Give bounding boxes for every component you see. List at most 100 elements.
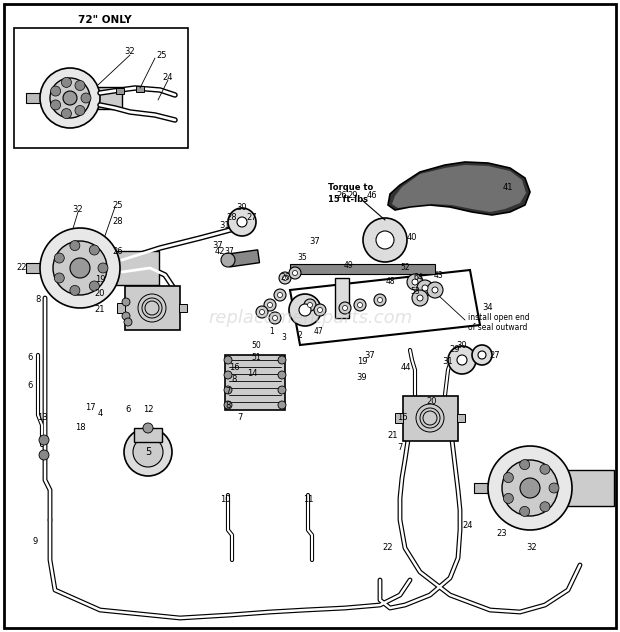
Text: 31: 31: [219, 221, 230, 229]
Circle shape: [224, 386, 232, 394]
Circle shape: [61, 109, 71, 119]
Circle shape: [520, 506, 529, 516]
Text: 2: 2: [298, 331, 303, 339]
Circle shape: [417, 295, 423, 301]
Circle shape: [278, 356, 286, 364]
Circle shape: [289, 294, 321, 326]
Text: 12: 12: [143, 406, 153, 415]
Text: 6: 6: [125, 406, 131, 415]
Text: 30: 30: [457, 341, 467, 351]
Circle shape: [50, 78, 90, 118]
Text: 22: 22: [17, 264, 27, 272]
Text: 29: 29: [348, 191, 358, 200]
Text: 26: 26: [280, 274, 290, 283]
Text: 49: 49: [344, 260, 354, 269]
Circle shape: [279, 272, 291, 284]
Text: 32: 32: [526, 542, 538, 552]
Circle shape: [407, 274, 423, 290]
Text: 19: 19: [95, 276, 105, 284]
Circle shape: [122, 298, 130, 306]
Bar: [117, 303, 125, 313]
Text: 7: 7: [225, 387, 231, 396]
Circle shape: [427, 282, 443, 298]
Text: 3: 3: [281, 334, 286, 343]
Circle shape: [75, 80, 85, 90]
Circle shape: [299, 304, 311, 316]
Circle shape: [304, 299, 316, 311]
Bar: [290, 264, 435, 274]
Circle shape: [143, 423, 153, 433]
Bar: [134, 428, 162, 442]
Text: 18: 18: [74, 423, 86, 432]
Text: 7: 7: [397, 444, 402, 453]
Circle shape: [278, 386, 286, 394]
Circle shape: [40, 228, 120, 308]
Text: 25: 25: [157, 51, 167, 59]
Text: 20: 20: [95, 289, 105, 298]
Text: 44: 44: [401, 363, 411, 372]
Bar: [395, 413, 403, 423]
Circle shape: [278, 371, 286, 379]
Text: 32: 32: [125, 47, 135, 56]
Text: of seal outward: of seal outward: [468, 324, 528, 332]
Circle shape: [133, 437, 163, 467]
Text: 37: 37: [224, 248, 234, 257]
Bar: [94, 87, 122, 109]
Text: 16: 16: [229, 363, 239, 372]
Circle shape: [488, 446, 572, 530]
Circle shape: [237, 217, 247, 227]
Text: 5: 5: [145, 447, 151, 457]
Text: 46: 46: [366, 191, 378, 200]
Circle shape: [274, 289, 286, 301]
Circle shape: [339, 302, 351, 314]
Text: 37: 37: [213, 241, 223, 250]
Circle shape: [314, 304, 326, 316]
Circle shape: [432, 287, 438, 293]
Text: 13: 13: [37, 413, 47, 423]
Circle shape: [478, 351, 486, 359]
Text: 21: 21: [95, 305, 105, 315]
Circle shape: [289, 267, 301, 279]
Circle shape: [51, 86, 61, 96]
Text: 10: 10: [219, 495, 230, 504]
Text: 7: 7: [237, 413, 242, 422]
Circle shape: [273, 315, 278, 320]
Bar: [225, 355, 285, 410]
Circle shape: [55, 253, 64, 263]
Bar: [14, 28, 188, 148]
Circle shape: [422, 285, 428, 291]
Text: 50: 50: [251, 341, 261, 349]
Text: replacementparts.com: replacementparts.com: [208, 309, 412, 327]
Bar: [26, 93, 40, 103]
Bar: [125, 286, 180, 330]
Text: 14: 14: [247, 370, 257, 379]
Text: 19: 19: [356, 358, 367, 367]
Text: 53: 53: [410, 288, 420, 296]
Text: 43: 43: [433, 270, 443, 279]
Circle shape: [503, 494, 513, 504]
Circle shape: [502, 460, 558, 516]
Text: 6: 6: [27, 353, 33, 363]
Circle shape: [75, 106, 85, 116]
Text: 42: 42: [215, 248, 225, 257]
Circle shape: [224, 371, 232, 379]
Text: 28: 28: [227, 214, 237, 222]
Text: 15 ft-lbs: 15 ft-lbs: [328, 195, 368, 205]
Text: 24: 24: [162, 73, 173, 82]
Circle shape: [354, 299, 366, 311]
Text: 11: 11: [303, 495, 313, 504]
Circle shape: [61, 77, 71, 87]
Text: install open end: install open end: [468, 313, 529, 322]
Text: 8: 8: [35, 296, 41, 305]
Bar: [457, 414, 465, 422]
Text: 8: 8: [225, 401, 231, 410]
Circle shape: [55, 273, 64, 283]
Circle shape: [70, 241, 80, 250]
Circle shape: [358, 303, 363, 308]
Text: 37: 37: [365, 351, 375, 360]
Circle shape: [124, 318, 132, 326]
Circle shape: [81, 93, 91, 103]
Circle shape: [540, 465, 550, 474]
Text: 29: 29: [450, 346, 460, 355]
Circle shape: [278, 401, 286, 409]
